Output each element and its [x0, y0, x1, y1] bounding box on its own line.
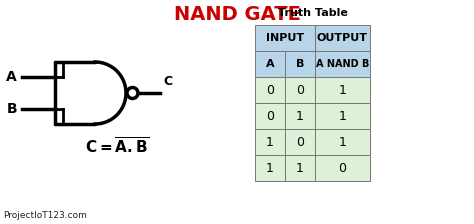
FancyBboxPatch shape: [255, 51, 285, 77]
FancyBboxPatch shape: [255, 77, 285, 103]
FancyBboxPatch shape: [285, 129, 315, 155]
Text: $\mathbf{C = \overline{A.B}}$: $\mathbf{C = \overline{A.B}}$: [85, 137, 149, 157]
Text: A NAND B: A NAND B: [316, 59, 369, 69]
Text: 1: 1: [338, 110, 346, 123]
FancyBboxPatch shape: [255, 25, 315, 51]
FancyBboxPatch shape: [285, 155, 315, 181]
FancyBboxPatch shape: [255, 129, 285, 155]
Text: 0: 0: [296, 84, 304, 97]
FancyBboxPatch shape: [285, 103, 315, 129]
Text: A: A: [6, 70, 17, 84]
Text: Truth Table: Truth Table: [278, 8, 347, 18]
FancyBboxPatch shape: [315, 155, 370, 181]
Text: 0: 0: [296, 136, 304, 149]
Text: 1: 1: [296, 110, 304, 123]
FancyBboxPatch shape: [255, 155, 285, 181]
Text: OUTPUT: OUTPUT: [317, 33, 368, 43]
Text: B: B: [296, 59, 304, 69]
Text: 1: 1: [338, 136, 346, 149]
Text: A: A: [266, 59, 274, 69]
FancyBboxPatch shape: [285, 51, 315, 77]
Text: 1: 1: [266, 136, 274, 149]
FancyBboxPatch shape: [315, 25, 370, 51]
Text: 0: 0: [266, 110, 274, 123]
Text: 1: 1: [338, 84, 346, 97]
Text: NAND GATE: NAND GATE: [173, 4, 301, 24]
FancyBboxPatch shape: [315, 129, 370, 155]
Text: ProjectIoT123.com: ProjectIoT123.com: [3, 211, 87, 220]
Text: 1: 1: [296, 162, 304, 174]
Text: C: C: [163, 75, 172, 88]
Text: 1: 1: [266, 162, 274, 174]
Text: 0: 0: [338, 162, 346, 174]
FancyBboxPatch shape: [315, 77, 370, 103]
Text: 0: 0: [266, 84, 274, 97]
FancyBboxPatch shape: [285, 77, 315, 103]
Text: INPUT: INPUT: [266, 33, 304, 43]
Text: B: B: [6, 102, 17, 116]
FancyBboxPatch shape: [315, 51, 370, 77]
FancyBboxPatch shape: [315, 103, 370, 129]
FancyBboxPatch shape: [255, 103, 285, 129]
